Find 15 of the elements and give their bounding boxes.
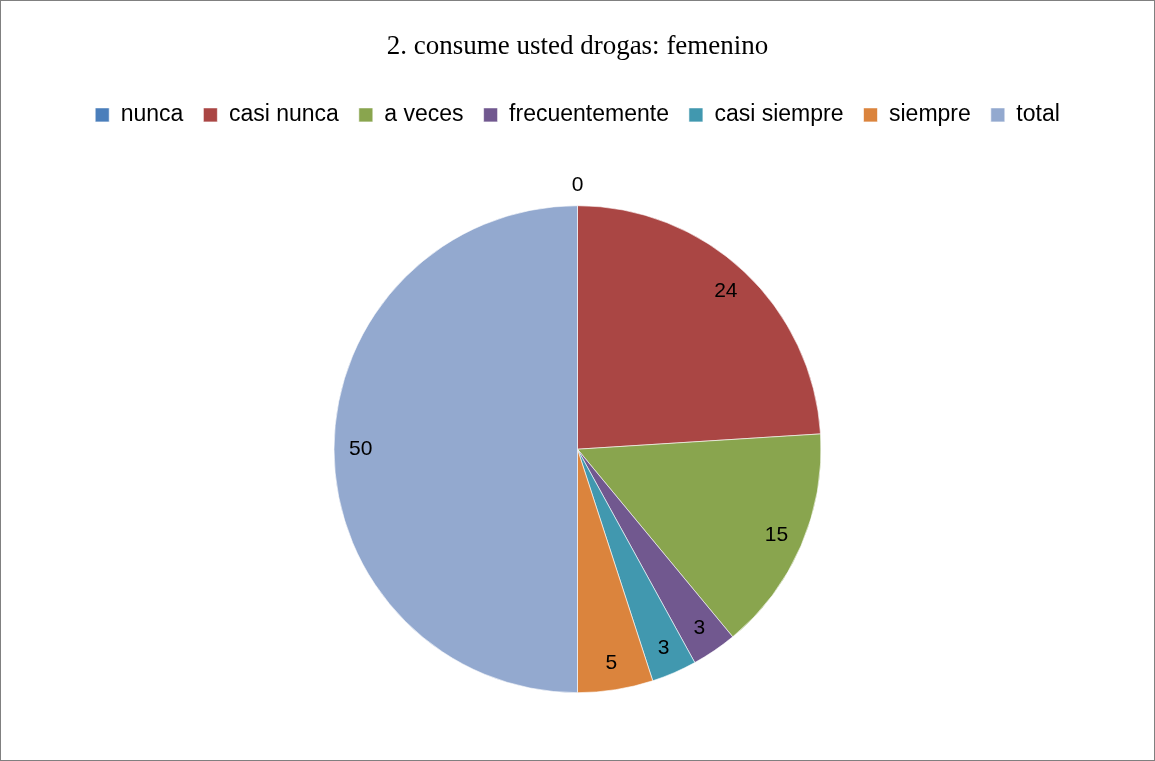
legend-label: siempre	[889, 100, 971, 127]
legend-label: frecuentemente	[509, 100, 669, 127]
data-label: 3	[693, 615, 706, 639]
data-label: 24	[714, 278, 738, 302]
text: 0	[571, 172, 584, 196]
legend-label: total	[1016, 100, 1060, 127]
data-label: 5	[605, 650, 618, 674]
chart-title: 2. consume usted drogas: femenino	[386, 30, 769, 61]
legend-label: a veces	[384, 100, 464, 127]
data-label: 15	[764, 522, 789, 546]
data-label: 3	[657, 634, 670, 658]
legend-label: nunca	[120, 100, 184, 127]
data-label: 50	[349, 436, 373, 459]
legend-label: casi siempre	[714, 100, 844, 127]
legend-label: casi nunca	[228, 100, 340, 127]
